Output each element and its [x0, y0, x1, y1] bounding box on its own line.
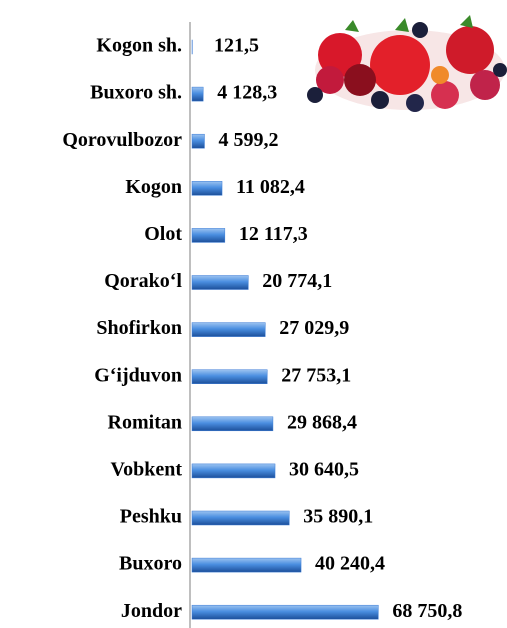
bar [191, 181, 223, 196]
bar [191, 228, 226, 243]
category-label: Peshku [120, 506, 182, 528]
bar [191, 510, 290, 526]
category-label: Shofirkon [96, 317, 182, 339]
value-label: 68 750,8 [392, 600, 462, 622]
bar [191, 463, 276, 479]
category-label: Romitan [108, 411, 182, 433]
value-label: 20 774,1 [262, 270, 332, 292]
bar [191, 322, 266, 337]
value-label: 27 029,9 [279, 317, 349, 339]
category-label: G‘ijduvon [94, 364, 182, 386]
category-label: Buxoro sh. [90, 82, 182, 104]
fruit-picture [307, 15, 507, 112]
category-label: Buxoro [119, 553, 182, 575]
bar [191, 133, 205, 149]
bar [191, 86, 204, 102]
value-label: 30 640,5 [289, 458, 359, 480]
value-label: 11 082,4 [236, 176, 305, 198]
value-label: 12 117,3 [239, 223, 308, 245]
value-label: 4 128,3 [217, 82, 277, 104]
bar [191, 275, 249, 290]
category-label: Jondor [121, 600, 182, 622]
category-label: Kogon [125, 176, 182, 198]
category-label: Vobkent [110, 458, 182, 480]
category-label: Kogon sh. [96, 35, 182, 57]
value-label: 27 753,1 [281, 364, 351, 386]
category-label: Olot [144, 223, 182, 245]
bar [191, 557, 302, 573]
value-label: 40 240,4 [315, 553, 385, 575]
category-label: Qorako‘l [104, 270, 182, 292]
value-label: 4 599,2 [218, 129, 278, 151]
value-label: 29 868,4 [287, 411, 357, 433]
category-label: Qorovulbozor [62, 129, 182, 151]
bar [191, 604, 379, 620]
value-label: 35 890,1 [303, 506, 373, 528]
bar [191, 369, 268, 384]
bar [191, 416, 274, 432]
value-label: 121,5 [214, 35, 259, 57]
